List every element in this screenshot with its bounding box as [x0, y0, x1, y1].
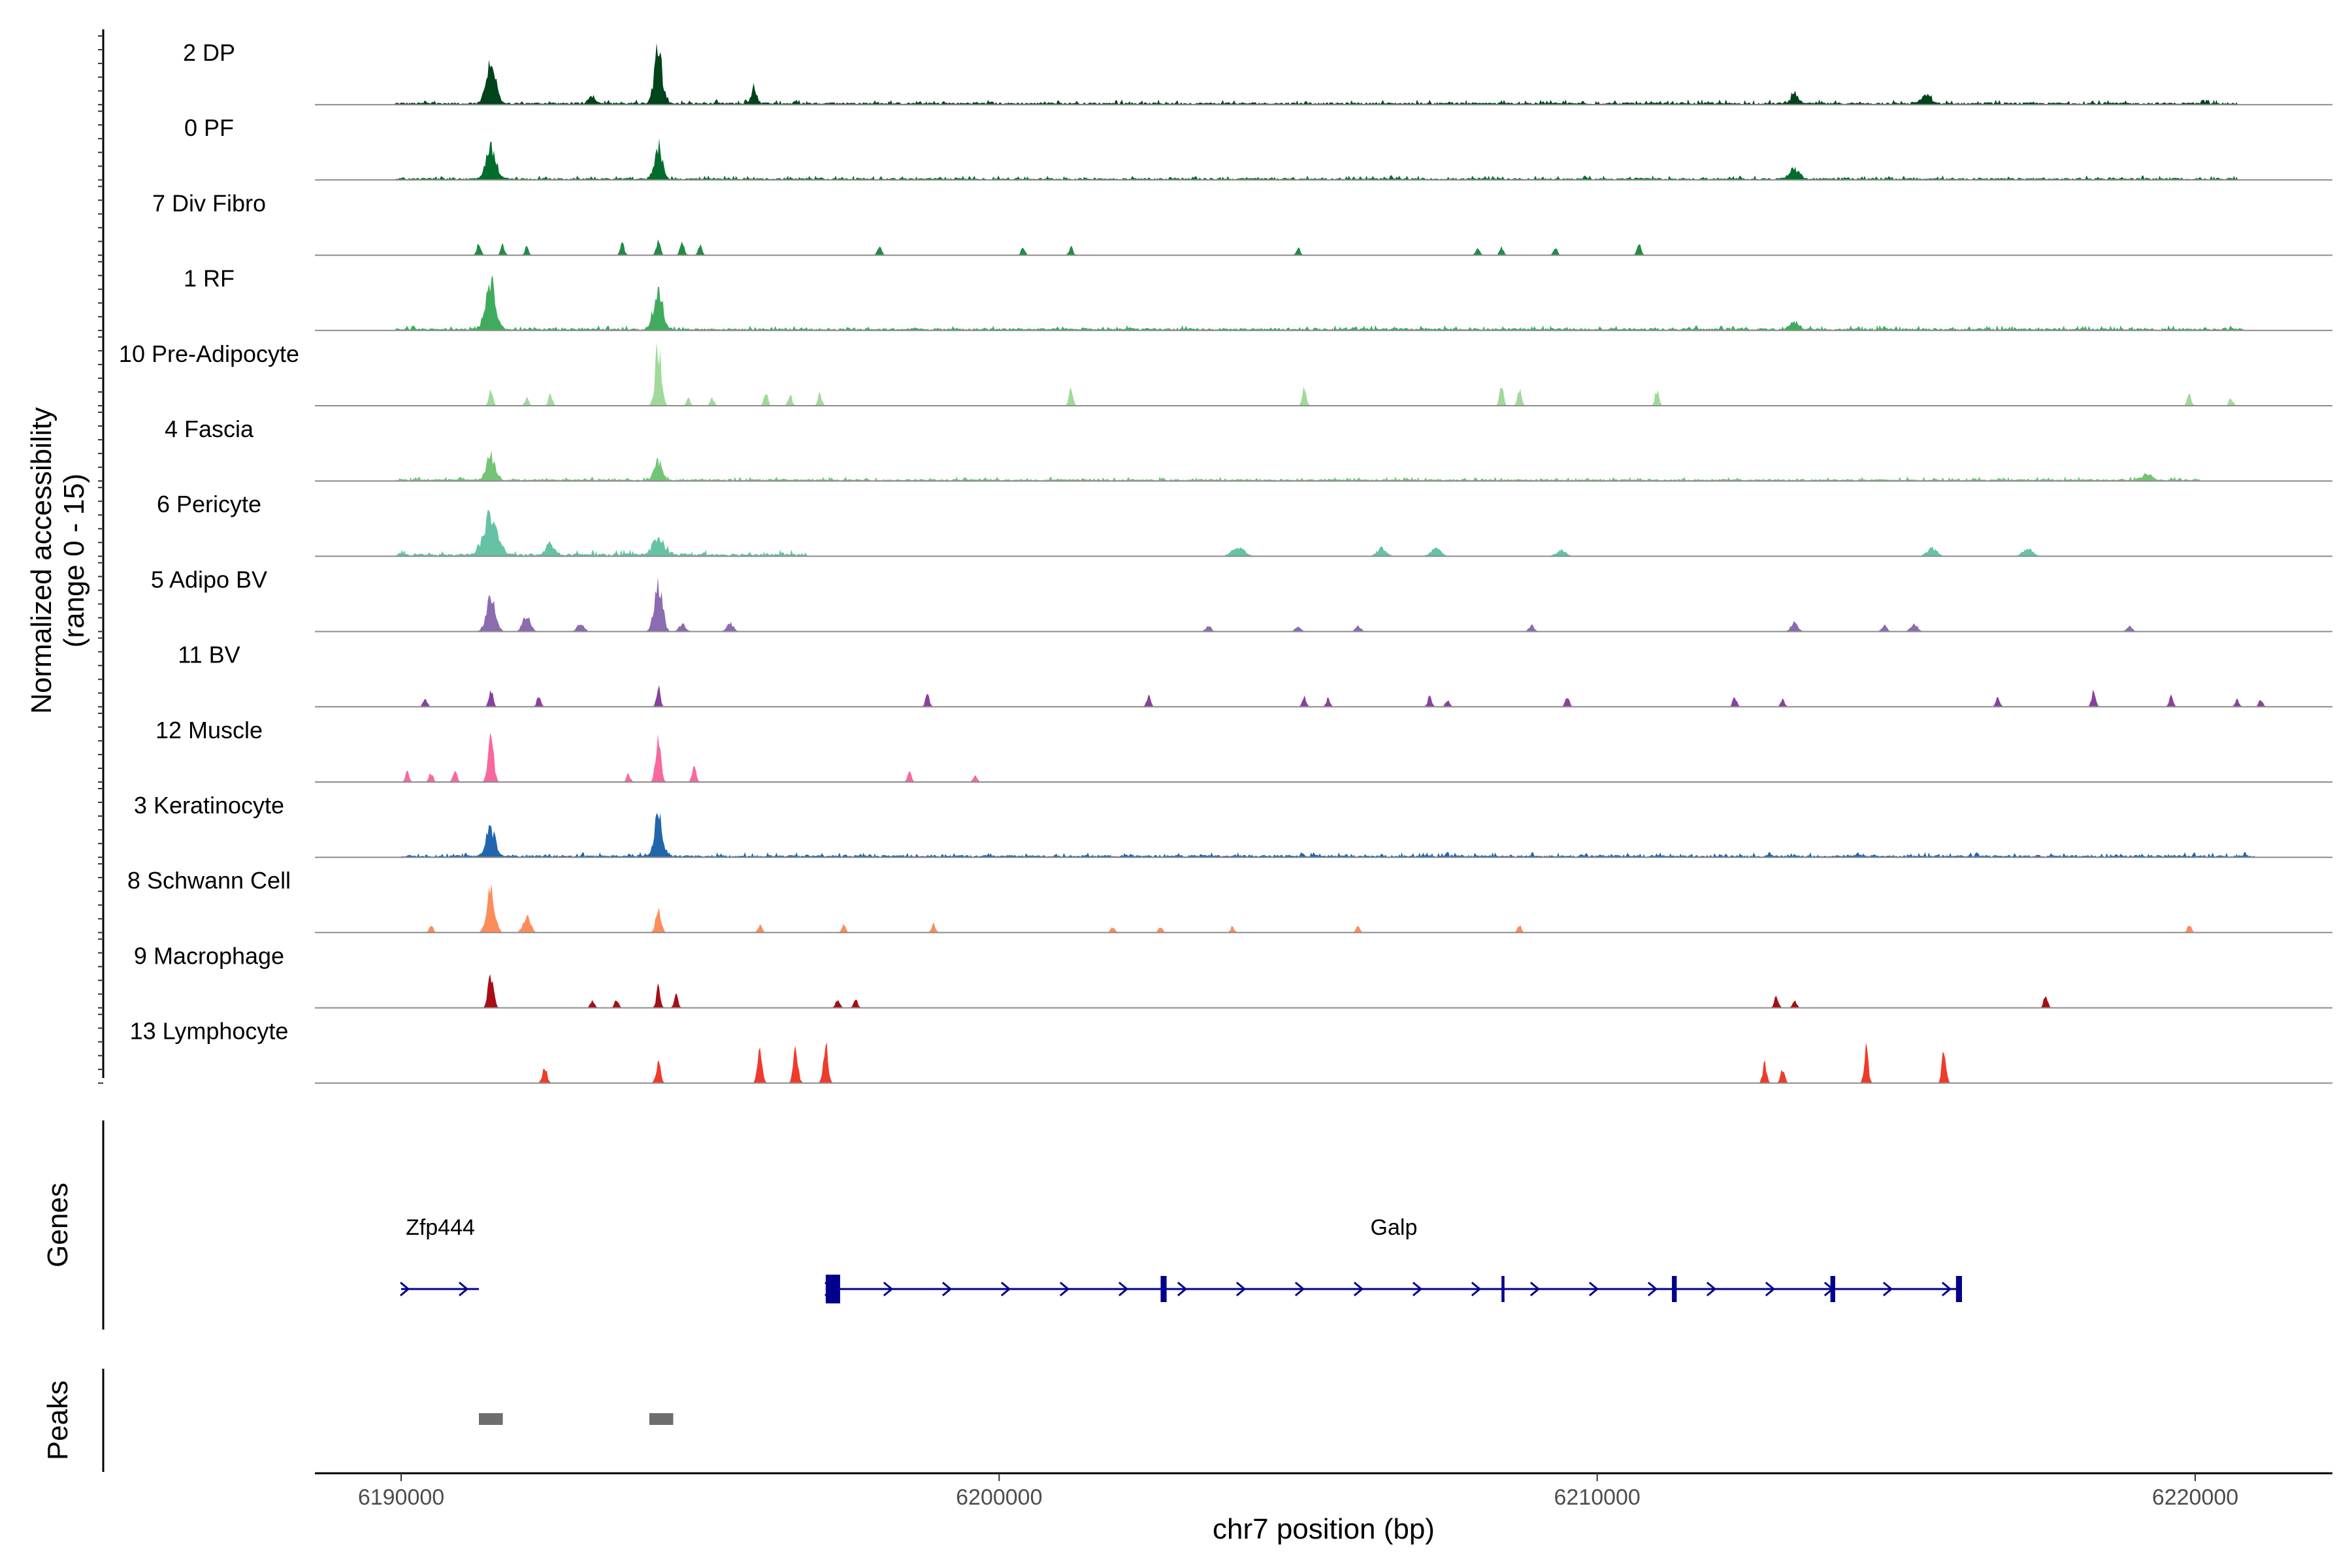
x-tick-label: 6210000 [1554, 1485, 1640, 1510]
strand-arrow [1412, 1281, 1423, 1297]
coverage-area [315, 973, 2332, 1008]
track-label: 0 PF [184, 114, 234, 141]
track-label: 13 Lymphocyte [130, 1018, 289, 1045]
gene-galp: Galp [824, 1215, 1963, 1303]
strand-arrow [1765, 1281, 1776, 1297]
track-label: 11 BV [178, 642, 240, 668]
exon [1160, 1276, 1167, 1302]
gene-zfp444: Zfp444 [400, 1215, 479, 1297]
y-axis-range-label: (range 0 - 15) [58, 474, 90, 648]
strand-arrow [941, 1281, 953, 1297]
track-label: 8 Schwann Cell [127, 867, 291, 894]
strand-arrow [1706, 1281, 1717, 1297]
track-0-pf: 0 PF [184, 114, 2332, 181]
track-label: 3 Keratinocyte [134, 792, 284, 819]
track-label: 10 Pre-Adipocyte [119, 340, 299, 367]
y-axis-title: Normalized accessibility [25, 407, 57, 713]
strand-arrow [459, 1281, 469, 1297]
gene-models: Zfp444 Galp [400, 1215, 1963, 1303]
x-axis-title: chr7 position (bp) [1213, 1513, 1435, 1545]
track-label: 1 RF [184, 265, 235, 292]
peak-region [649, 1413, 674, 1425]
strand-arrow [1353, 1281, 1364, 1297]
x-axis-ticks: 6190000 6200000 6210000 6220000 [358, 1473, 2238, 1510]
coverage-area [315, 732, 2332, 782]
track-4-fascia: 4 Fascia [165, 416, 2332, 482]
strand-arrow [1882, 1281, 1893, 1297]
coverage-area [315, 685, 2332, 707]
coverage-area [315, 275, 2332, 331]
coverage-area [315, 42, 2332, 105]
coverage-area [315, 342, 2332, 406]
track-2-dp: 2 DP [183, 39, 2332, 106]
track-label: 2 DP [183, 39, 235, 66]
track-6-pericyte: 6 Pericyte [157, 491, 2332, 557]
strand-arrow [1000, 1281, 1011, 1297]
strand-arrow [1294, 1281, 1305, 1297]
track-10-pre-adipocyte: 10 Pre-Adipocyte [119, 340, 2332, 406]
strand-arrow [1177, 1281, 1188, 1297]
track-label: 5 Adipo BV [151, 566, 267, 593]
track-7-div-fibro: 7 Div Fibro [152, 189, 2332, 256]
exon [1672, 1276, 1677, 1302]
track-1-rf: 1 RF [184, 265, 2332, 331]
gene-label: Zfp444 [406, 1215, 475, 1240]
track-12-muscle: 12 Muscle [155, 717, 2332, 783]
exon [1955, 1276, 1963, 1302]
coverage-area [315, 239, 2332, 255]
strand-arrow [1647, 1281, 1658, 1297]
genes-panel: Genes Zfp444 Galp [42, 1120, 1963, 1330]
genes-panel-label: Genes [42, 1183, 74, 1267]
coverage-area [315, 449, 2332, 482]
track-8-schwann-cell: 8 Schwann Cell [127, 867, 2332, 934]
track-label: 6 Pericyte [157, 491, 261, 517]
coverage-area [315, 883, 2332, 933]
coverage-area [315, 510, 2332, 557]
coverage-area [315, 813, 2332, 858]
peak-region [478, 1413, 503, 1425]
gene-label: Galp [1371, 1215, 1418, 1240]
strand-arrow [883, 1281, 894, 1297]
strand-arrow [400, 1281, 410, 1297]
track-label: 4 Fascia [165, 416, 254, 442]
strand-arrow [1235, 1281, 1247, 1297]
strand-arrow [1059, 1281, 1070, 1297]
exon [1501, 1276, 1505, 1302]
track-9-macrophage: 9 Macrophage [134, 942, 2332, 1009]
strand-arrow [1471, 1281, 1482, 1297]
y-axis-minor-ticks [98, 35, 103, 1084]
x-axis: 6190000 6200000 6210000 6220000 chr7 positi… [315, 1472, 2332, 1545]
strand-arrow [1118, 1281, 1129, 1297]
strand-arrow [1941, 1281, 1952, 1297]
strand-arrow [1529, 1281, 1541, 1297]
x-tick-label: 6200000 [956, 1485, 1042, 1510]
exon [825, 1275, 840, 1303]
track-5-adipo-bv: 5 Adipo BV [151, 566, 2332, 632]
coverage-tracks: 2 DP 0 PF 7 Div Fibro 1 RF 10 Pre-Adipocyte 4… [119, 39, 2332, 1084]
track-label: 7 Div Fibro [152, 189, 266, 216]
track-13-lymphocyte: 13 Lymphocyte [130, 1018, 2332, 1084]
x-tick-label: 6190000 [358, 1485, 444, 1510]
coverage-area [315, 138, 2332, 180]
track-label: 9 Macrophage [134, 942, 284, 969]
peaks-panel-label: Peaks [42, 1380, 74, 1460]
coverage-area [315, 1042, 2332, 1083]
strand-arrow [1588, 1281, 1599, 1297]
coverage-area [315, 576, 2332, 632]
track-11-bv: 11 BV [178, 642, 2332, 708]
peaks-panel: Peaks [42, 1369, 674, 1472]
exon [1830, 1276, 1835, 1302]
x-tick-label: 6220000 [2152, 1485, 2238, 1510]
y-axis-coverage: Normalized accessibility (range 0 - 15) [25, 29, 105, 1084]
track-label: 12 Muscle [155, 717, 263, 743]
peak-regions [478, 1413, 674, 1425]
track-3-keratinocyte: 3 Keratinocyte [134, 792, 2332, 858]
